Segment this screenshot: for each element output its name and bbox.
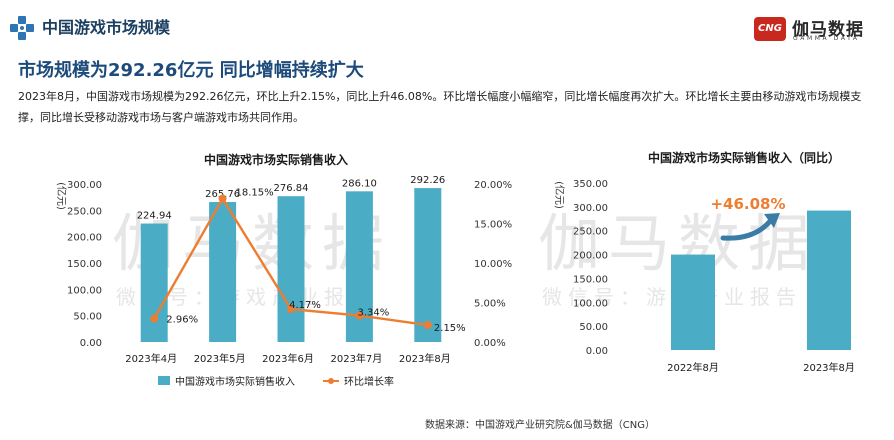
chart1-bar [209, 202, 237, 342]
chart1-x-tick: 2023年5月 [194, 352, 246, 365]
summary-paragraph: 2023年8月，中国游戏市场规模为292.26亿元，环比上升2.15%，同比上升… [18, 90, 862, 124]
game-controller-icon [10, 16, 34, 40]
chart1-bar-label: 276.84 [274, 183, 309, 194]
chart1-growth-label: 2.15% [434, 323, 466, 334]
chart1-y-tick: 250.00 [67, 206, 102, 217]
chart2-y-tick: 200.00 [573, 251, 608, 262]
chart2-growth-annotation: +46.08% [710, 195, 785, 213]
chart1-x-tick: 2023年6月 [262, 352, 314, 365]
chart1-y-tick: 300.00 [67, 180, 102, 191]
chart1-y-tick: 0.00 [80, 338, 102, 349]
chart1-bar-label: 292.26 [410, 175, 445, 186]
chart1-y2-tick: 15.00% [474, 220, 512, 231]
yoy-revenue-chart: 中国游戏市场实际销售收入（同比） (亿元) 0.00 50.00 100.00 150.0… [553, 150, 855, 374]
chart1-growth-label: 2.96% [166, 315, 198, 326]
chart1-legend-bar-label: 中国游戏市场实际销售收入 [175, 375, 295, 388]
chart1-bar [277, 196, 305, 342]
chart1-x-tick: 2023年7月 [330, 352, 382, 365]
chart2-y-tick: 150.00 [573, 274, 608, 285]
chart2-y-tick: 50.00 [579, 322, 608, 333]
logo-name: 伽马数据 [792, 20, 864, 40]
chart2-title: 中国游戏市场实际销售收入（同比） [648, 150, 840, 165]
brand-logo: CNG 伽马数据 GAMMA DATA [746, 14, 886, 46]
chart1-bar-label: 265.76 [205, 189, 240, 200]
chart1-bar [414, 188, 442, 342]
chart2-y-tick: 0.00 [586, 346, 608, 357]
chart1-bar [140, 223, 168, 342]
headline: 市场规模为292.26亿元 同比增幅持续扩大 [18, 60, 364, 81]
chart2-bar [807, 210, 851, 350]
chart1-y-tick: 200.00 [67, 233, 102, 244]
watermark-sub-2: 微信号：游戏产业报告 [542, 285, 802, 309]
chart2-y-tick: 300.00 [573, 203, 608, 214]
logo-badge: CNG [754, 17, 786, 41]
chart2-y-tick: 350.00 [573, 179, 608, 190]
chart1-legend-bar-swatch [158, 376, 170, 385]
chart2-y-tick: 250.00 [573, 227, 608, 238]
chart2-bar [671, 254, 715, 350]
chart1-title: 中国游戏市场实际销售收入 [204, 152, 348, 167]
chart1-legend-line-marker [328, 378, 334, 384]
chart1-y2-tick: 20.00% [474, 180, 512, 191]
monthly-revenue-chart: 中国游戏市场实际销售收入 (亿元) 0.00 50.00 100.00 150.00 200… [55, 152, 512, 388]
chart1-growth-point [150, 314, 159, 323]
chart2-growth-arrowhead [764, 213, 780, 228]
chart1-growth-point [423, 321, 432, 330]
chart2-y-axis-label: (亿元) [553, 181, 566, 209]
chart1-y-axis-label: (亿元) [55, 182, 68, 210]
logo-subtitle: GAMMA DATA [793, 35, 860, 42]
chart1-growth-point [218, 194, 227, 203]
chart1-growth-point [355, 311, 364, 320]
chart1-x-tick: 2023年8月 [399, 352, 451, 365]
chart1-y2-tick: 0.00% [474, 338, 506, 349]
chart1-growth-point [287, 305, 295, 314]
chart2-x-tick: 2022年8月 [667, 361, 719, 374]
page-title: 中国游戏市场规模 [42, 18, 171, 37]
chart1-growth-label: 18.15% [236, 188, 274, 199]
chart2-x-tick: 2023年8月 [803, 361, 855, 374]
chart1-x-tick: 2023年4月 [125, 352, 177, 365]
data-source-note: 数据来源：中国游戏产业研究院&伽马数据（CNG） [425, 420, 656, 431]
chart1-bar-label: 224.94 [137, 211, 172, 222]
chart1-y-tick: 50.00 [73, 312, 102, 323]
chart1-legend-line-label: 环比增长率 [344, 375, 394, 388]
chart1-growth-label: 4.17% [289, 300, 321, 311]
chart1-y-tick: 150.00 [67, 259, 102, 270]
chart1-bar-label: 286.10 [342, 178, 377, 189]
chart1-y2-tick: 5.00% [474, 299, 506, 310]
chart1-y-tick: 100.00 [67, 285, 102, 296]
chart2-growth-arrow [720, 217, 774, 241]
chart1-growth-label: 3.34% [358, 308, 390, 319]
chart2-y-tick: 100.00 [573, 298, 608, 309]
chart1-y2-tick: 10.00% [474, 259, 512, 270]
